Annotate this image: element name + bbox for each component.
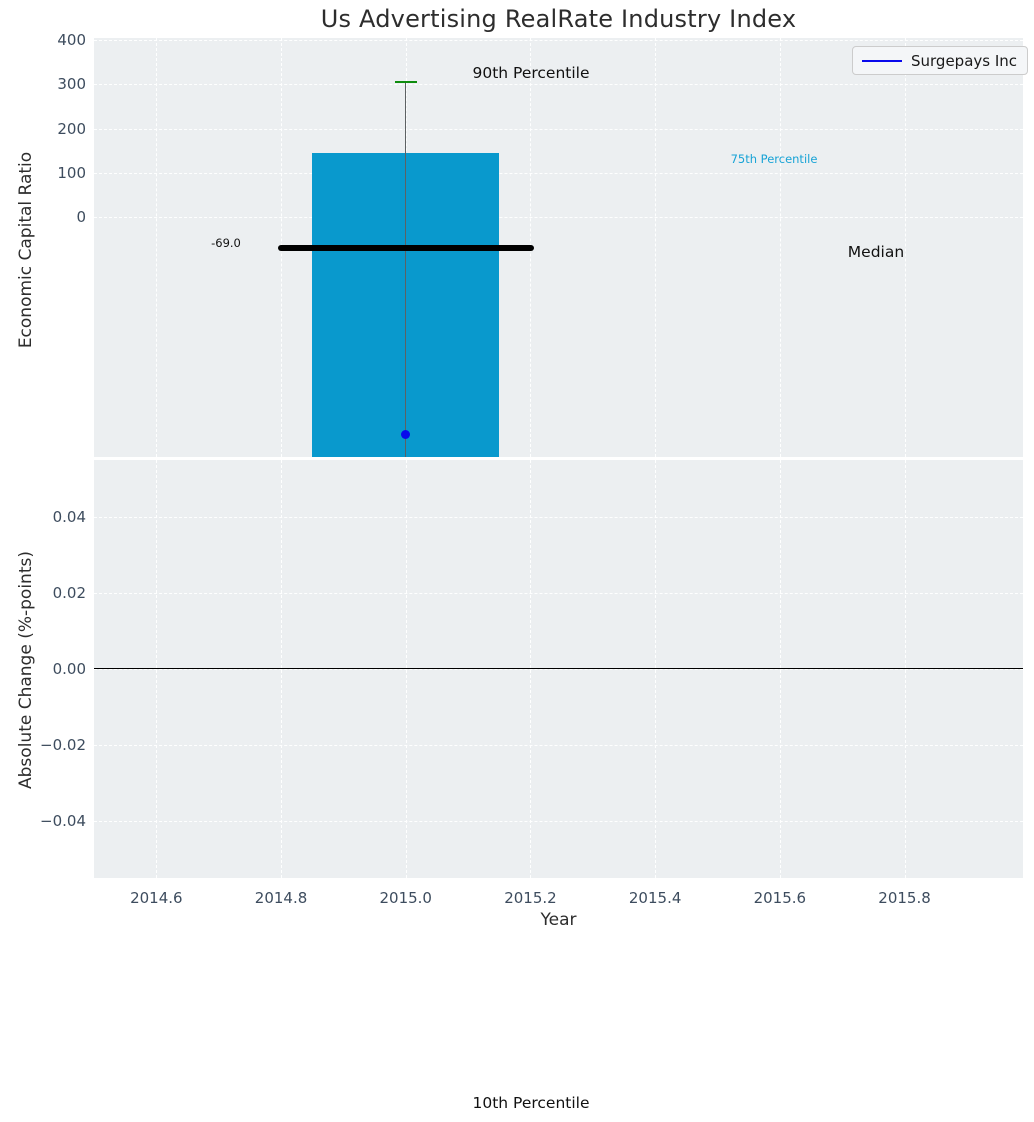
annotation-90th-percentile: 90th Percentile (472, 64, 590, 82)
x-axis-label: Year (540, 910, 577, 930)
gridline-horizontal (94, 172, 1023, 174)
company-point-surgepays (401, 430, 411, 440)
y-tick-label-bottom: 0.00 (52, 660, 86, 678)
legend-line-surgepays (862, 59, 902, 62)
gridline-horizontal (94, 745, 1023, 746)
y-tick-label-bottom: 0.04 (52, 508, 86, 526)
x-tick-label: 2015.2 (504, 889, 557, 907)
gridline-horizontal (94, 128, 1023, 130)
chart-title: Us Advertising RealRate Industry Index (320, 5, 797, 33)
median-line (277, 244, 534, 252)
gridline-horizontal (94, 821, 1023, 822)
x-tick-label: 2014.8 (254, 889, 308, 907)
annotation-median: Median (847, 243, 905, 261)
gridline-horizontal (94, 39, 1023, 41)
y-tick-label-top: 300 (57, 75, 86, 94)
whisker-line (404, 81, 407, 457)
x-tick-label: 2014.6 (130, 889, 183, 907)
y-tick-label-bottom: −0.04 (40, 812, 86, 830)
y-tick-label-top: 400 (57, 30, 86, 49)
zero-line (94, 668, 1023, 670)
gridline-vertical (779, 38, 781, 457)
y-tick-label-bottom: 0.02 (52, 584, 86, 602)
gridline-horizontal (94, 517, 1023, 518)
y-tick-label-top: 100 (57, 163, 86, 182)
y-tick-label-top: 0 (76, 208, 86, 227)
gridline-vertical (904, 38, 906, 457)
axes-economic-capital-ratio (94, 38, 1023, 457)
y-tick-label-bottom: −0.02 (40, 736, 86, 754)
percentile-90-cap (394, 80, 417, 84)
annotation-median-value: -69.0 (211, 236, 241, 250)
x-tick-label: 2015.8 (878, 889, 931, 907)
y-tick-label-top: 200 (57, 119, 86, 138)
annotation-10th-percentile: 10th Percentile (472, 1094, 590, 1112)
legend-label-surgepays: Surgepays Inc (911, 51, 1018, 70)
x-tick-label: 2015.0 (379, 889, 432, 907)
gridline-horizontal (94, 84, 1023, 86)
annotation-75th-percentile: 75th Percentile (730, 152, 818, 166)
gridline-horizontal (94, 669, 1023, 670)
x-tick-label: 2015.6 (753, 889, 807, 907)
gridline-vertical (156, 38, 158, 457)
gridline-horizontal (94, 217, 1023, 219)
axes-absolute-change (94, 460, 1023, 878)
x-tick-label: 2015.4 (628, 889, 682, 907)
gridline-horizontal (94, 593, 1023, 594)
gridline-vertical (655, 38, 657, 457)
legend: Surgepays Inc (852, 46, 1029, 75)
